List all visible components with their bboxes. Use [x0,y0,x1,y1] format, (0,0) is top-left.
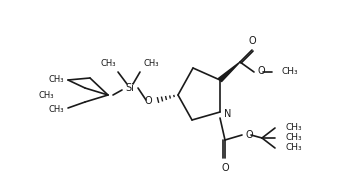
Text: CH₃: CH₃ [49,105,64,114]
Text: O: O [221,163,229,173]
Text: CH₃: CH₃ [101,59,116,68]
Text: O: O [257,66,265,76]
Text: Si: Si [126,83,134,93]
Polygon shape [219,62,240,82]
Text: N: N [224,109,231,119]
Text: CH₃: CH₃ [143,59,158,68]
Text: O: O [246,130,254,140]
Text: CH₃: CH₃ [49,75,64,84]
Text: CH₃: CH₃ [285,123,302,132]
Text: CH₃: CH₃ [285,144,302,153]
Text: O: O [144,96,152,106]
Text: CH₃: CH₃ [281,68,298,77]
Text: CH₃: CH₃ [38,91,54,100]
Text: O: O [248,36,256,46]
Text: CH₃: CH₃ [285,134,302,142]
